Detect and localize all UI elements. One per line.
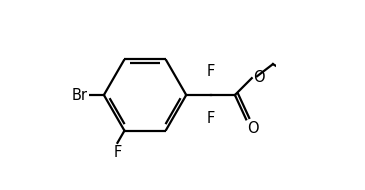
Text: O: O [247, 121, 259, 136]
Text: F: F [207, 64, 215, 79]
Text: O: O [253, 70, 265, 85]
Text: F: F [113, 145, 122, 160]
Text: F: F [207, 111, 215, 126]
Text: Br: Br [72, 88, 87, 102]
